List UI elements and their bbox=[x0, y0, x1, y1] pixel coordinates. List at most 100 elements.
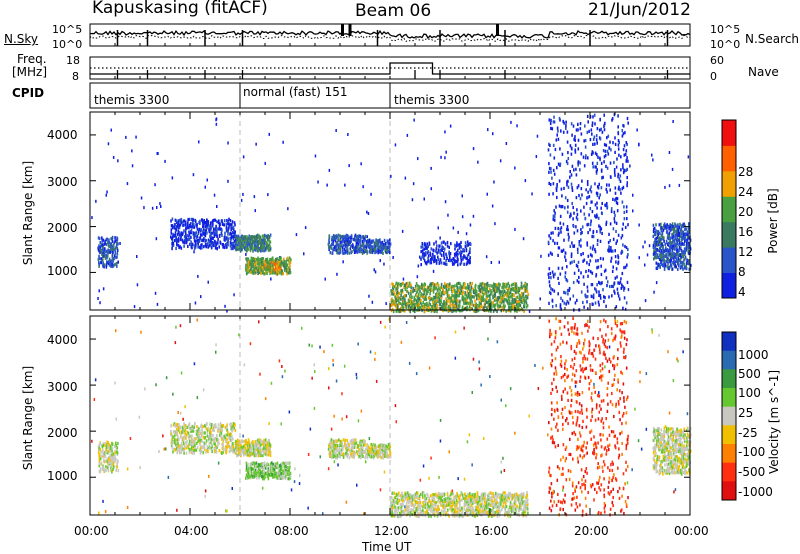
heatmap-cell bbox=[576, 208, 578, 212]
heatmap-cell bbox=[178, 437, 180, 442]
heatmap-cell bbox=[335, 248, 337, 252]
heatmap-cell bbox=[508, 306, 511, 310]
heatmap-cell bbox=[660, 237, 663, 241]
heatmap-cell bbox=[663, 222, 666, 226]
heatmap-cell bbox=[672, 239, 674, 243]
heatmap-cell bbox=[683, 232, 686, 236]
heatmap-cell bbox=[591, 210, 594, 214]
heatmap-cell bbox=[115, 468, 117, 472]
heatmap-cell bbox=[113, 263, 116, 267]
heatmap-cell bbox=[202, 451, 205, 455]
heatmap-cell bbox=[189, 224, 191, 228]
heatmap-cell bbox=[241, 439, 243, 443]
heatmap-cell bbox=[188, 434, 191, 438]
heatmap-cell bbox=[573, 168, 575, 172]
heatmap-cell bbox=[484, 304, 486, 309]
heatmap-cell bbox=[248, 448, 250, 452]
heatmap-cell bbox=[180, 231, 183, 235]
heatmap-cell bbox=[346, 243, 349, 248]
heatmap-cell bbox=[264, 233, 266, 237]
scatter-speck bbox=[139, 466, 141, 470]
heatmap-cell bbox=[239, 449, 241, 453]
scatter-speck bbox=[480, 383, 482, 387]
scatter-speck bbox=[314, 154, 317, 158]
scatter-speck bbox=[673, 490, 675, 494]
heatmap-cell bbox=[175, 438, 178, 442]
heatmap-cell bbox=[359, 247, 361, 251]
heatmap-cell bbox=[251, 445, 253, 449]
heatmap-cell bbox=[264, 263, 266, 267]
heatmap-cell bbox=[601, 211, 603, 216]
heatmap-cell bbox=[432, 288, 435, 292]
heatmap-cell bbox=[249, 247, 252, 251]
heatmap-cell bbox=[487, 290, 490, 294]
heatmap-cell bbox=[489, 284, 491, 288]
scatter-speck bbox=[439, 439, 442, 443]
heatmap-cell bbox=[185, 451, 188, 455]
heatmap-cell bbox=[107, 243, 110, 247]
heatmap-cell bbox=[258, 248, 260, 252]
heatmap-cell bbox=[206, 434, 209, 438]
heatmap-cell bbox=[599, 230, 602, 234]
scatter-speck bbox=[268, 422, 270, 426]
heatmap-cell bbox=[613, 220, 616, 224]
heatmap-cell bbox=[626, 156, 628, 160]
heatmap-cell bbox=[684, 234, 687, 238]
heatmap-cell bbox=[247, 247, 250, 251]
scatter-speck bbox=[594, 182, 596, 186]
heatmap-cell bbox=[612, 285, 615, 289]
heatmap-cell bbox=[194, 440, 196, 444]
scatter-speck bbox=[180, 371, 183, 375]
heatmap-cell bbox=[261, 440, 264, 444]
heatmap-cell bbox=[190, 442, 192, 446]
heatmap-cell bbox=[105, 238, 108, 242]
heatmap-cell bbox=[232, 241, 234, 245]
heatmap-cell bbox=[193, 451, 196, 455]
heatmap-cell bbox=[117, 260, 119, 264]
heatmap-cell bbox=[261, 447, 263, 451]
heatmap-cell bbox=[677, 229, 680, 233]
heatmap-cell bbox=[272, 257, 274, 261]
heatmap-cell bbox=[229, 244, 232, 248]
heatmap-cell bbox=[421, 284, 423, 288]
scatter-speck bbox=[136, 283, 139, 287]
heatmap-cell bbox=[180, 237, 182, 242]
heatmap-cell bbox=[236, 234, 238, 238]
scatter-speck bbox=[129, 437, 132, 440]
heatmap-cell bbox=[396, 304, 398, 308]
scatter-speck bbox=[550, 499, 552, 503]
heatmap-cell bbox=[247, 270, 250, 274]
heatmap-cell bbox=[231, 425, 233, 429]
heatmap-cell bbox=[461, 297, 464, 301]
scatter-speck bbox=[539, 297, 541, 301]
heatmap-cell bbox=[625, 168, 628, 172]
heatmap-cell bbox=[475, 302, 477, 306]
heatmap-cell bbox=[245, 246, 247, 250]
heatmap-cell bbox=[483, 298, 485, 302]
heatmap-cell bbox=[171, 238, 174, 242]
heatmap-cell bbox=[243, 440, 245, 444]
heatmap-cell bbox=[608, 245, 610, 249]
heatmap-cell bbox=[232, 231, 234, 235]
heatmap-cell bbox=[213, 231, 215, 235]
heatmap-cell bbox=[488, 299, 490, 303]
heatmap-cell bbox=[569, 297, 571, 301]
heatmap-cell bbox=[206, 445, 209, 449]
heatmap-cell bbox=[178, 426, 180, 430]
heatmap-cell bbox=[680, 239, 683, 243]
heatmap-cell bbox=[475, 290, 477, 294]
heatmap-cell bbox=[515, 284, 518, 288]
heatmap-cell bbox=[556, 195, 558, 200]
heatmap-cell bbox=[547, 148, 550, 152]
heatmap-cell bbox=[257, 256, 259, 260]
heatmap-cell bbox=[196, 224, 198, 228]
heatmap-cell bbox=[444, 301, 446, 305]
heatmap-cell bbox=[281, 261, 283, 265]
scatter-speck bbox=[625, 246, 628, 250]
scatter-speck bbox=[202, 388, 205, 392]
heatmap-cell bbox=[253, 271, 256, 275]
heatmap-cell bbox=[264, 446, 266, 450]
heatmap-cell bbox=[478, 304, 480, 308]
heatmap-cell bbox=[602, 175, 604, 179]
heatmap-cell bbox=[518, 303, 520, 307]
